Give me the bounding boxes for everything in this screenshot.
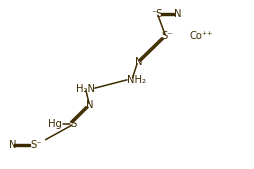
Text: Co⁺⁺: Co⁺⁺ — [188, 31, 212, 41]
Text: S⁻: S⁻ — [30, 140, 42, 150]
Text: NH₂: NH₂ — [127, 75, 146, 84]
Text: N: N — [173, 9, 181, 19]
Text: H₂N: H₂N — [75, 84, 94, 94]
Text: S⁻: S⁻ — [161, 31, 172, 41]
Text: N: N — [86, 100, 93, 110]
Text: ⁻S: ⁻S — [151, 9, 162, 19]
Text: S: S — [70, 119, 77, 129]
Text: Hg: Hg — [48, 119, 62, 129]
Text: N: N — [135, 57, 142, 67]
Text: N: N — [9, 140, 17, 150]
